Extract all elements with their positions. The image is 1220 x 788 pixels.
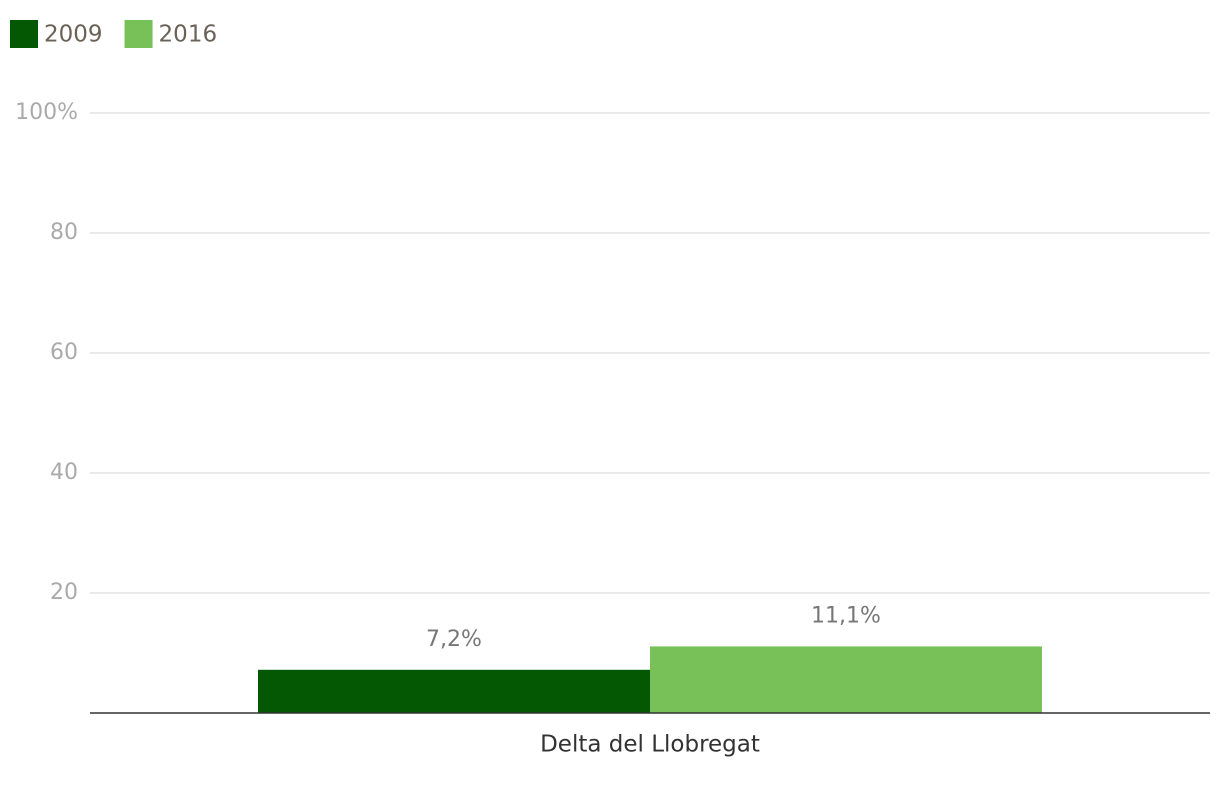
legend-swatch (124, 20, 153, 48)
value-label: 11,1% (811, 603, 881, 628)
y-tick-label: 20 (50, 580, 78, 605)
y-tick-label: 100% (15, 100, 78, 125)
y-tick-label: 40 (50, 460, 78, 485)
y-tick-label: 80 (50, 220, 78, 245)
legend-label: 2016 (159, 22, 218, 48)
y-tick-label: 60 (50, 340, 78, 365)
value-label: 7,2% (426, 627, 482, 652)
legend-swatch (10, 20, 38, 48)
legend-label: 2009 (44, 22, 103, 48)
bar (258, 669, 650, 713)
bar (650, 646, 1042, 713)
x-tick-label: Delta del Llobregat (540, 732, 760, 758)
